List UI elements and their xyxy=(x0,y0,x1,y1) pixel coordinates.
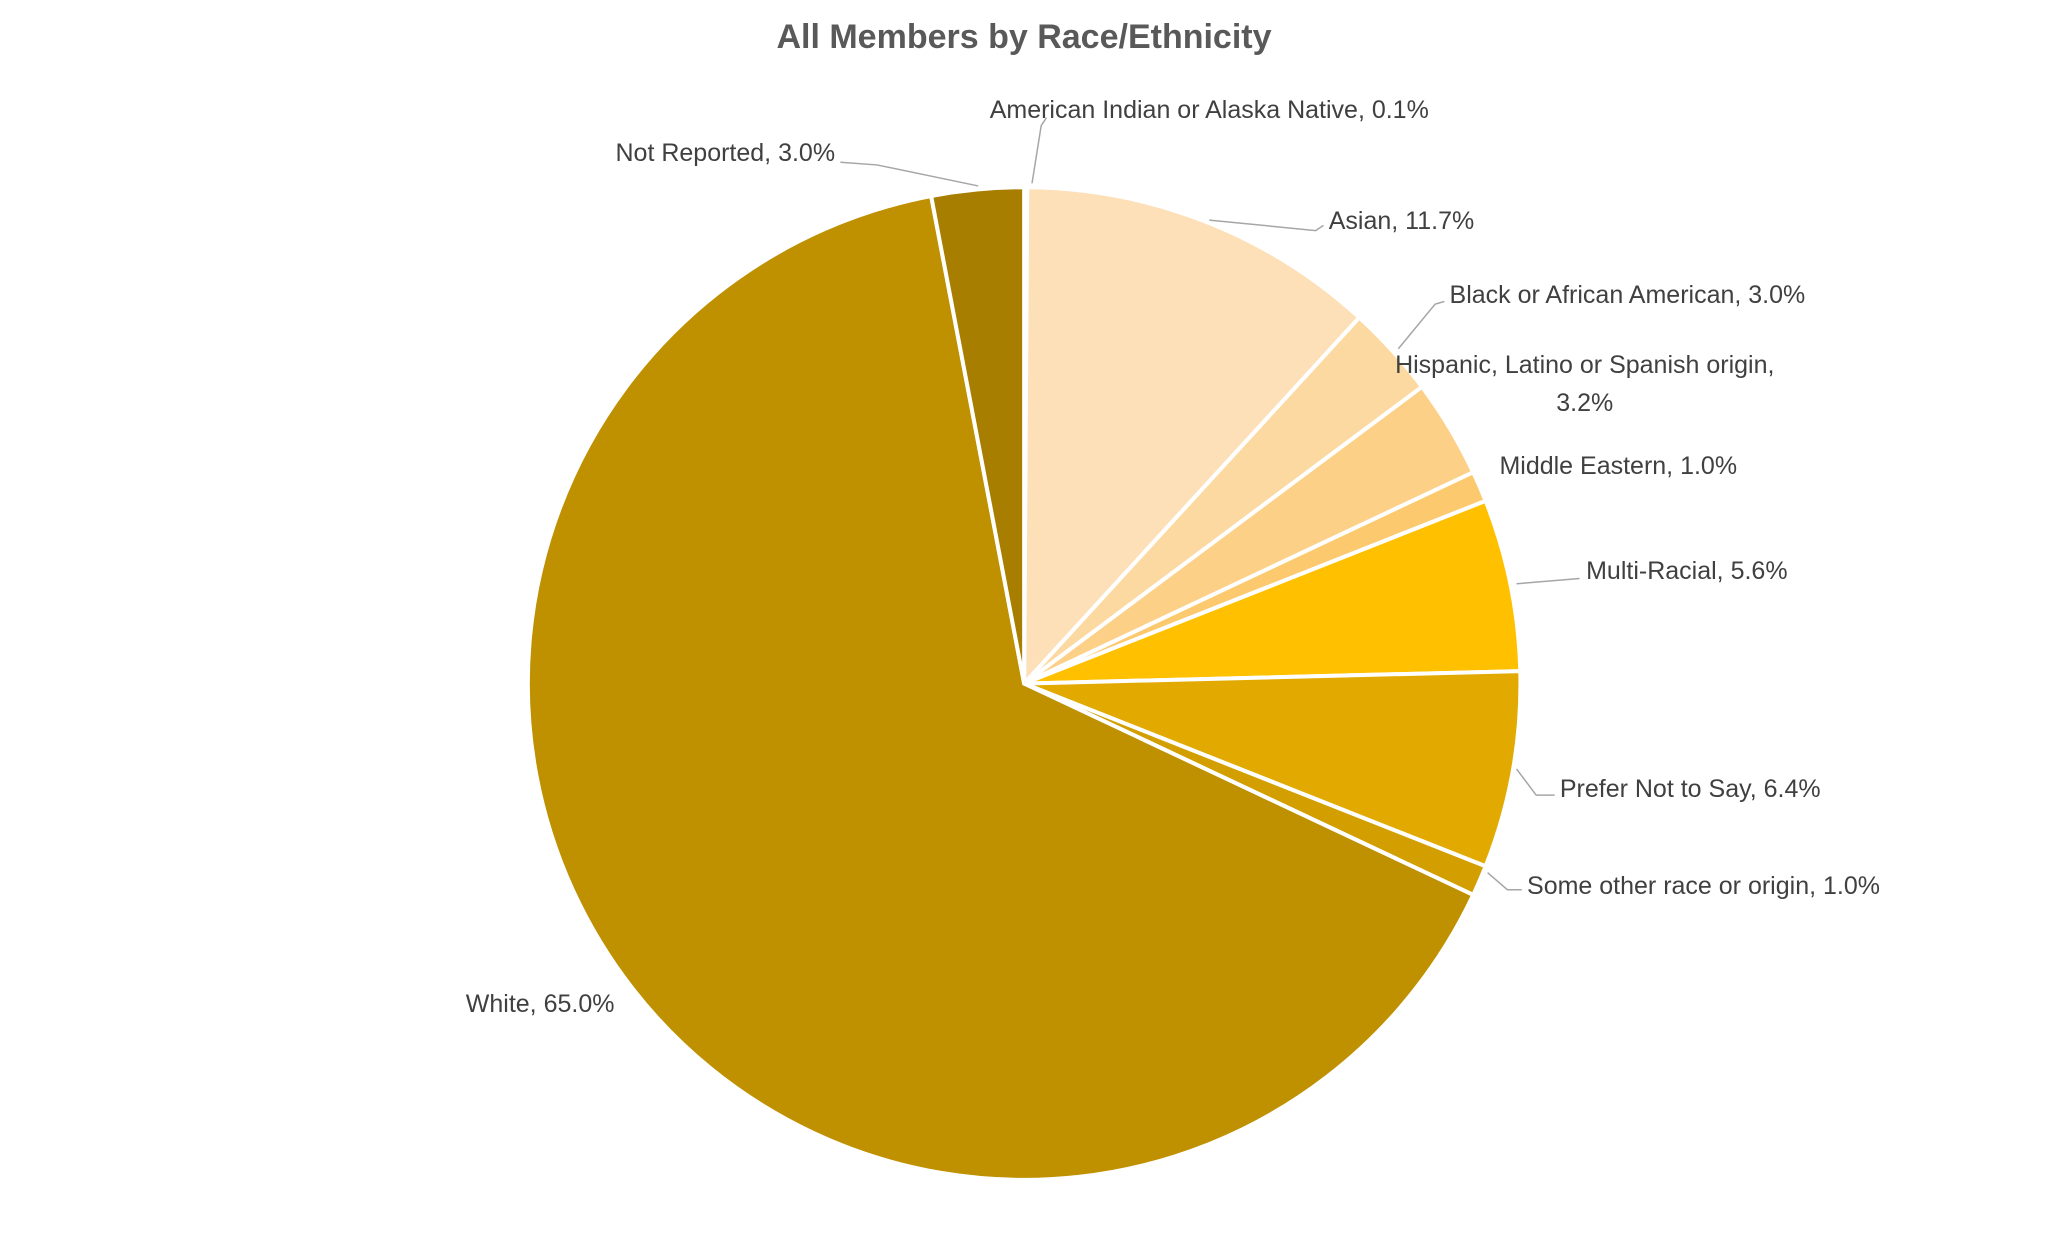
leader-line xyxy=(840,161,979,187)
data-label: American Indian or Alaska Native, 0.1% xyxy=(989,96,1429,125)
data-label: Multi-Racial, 5.6% xyxy=(1586,556,1788,585)
data-label: Some other race or origin, 1.0% xyxy=(1527,871,1880,900)
pie-slice xyxy=(1022,669,1523,869)
data-label: Not Reported, 3.0% xyxy=(615,139,836,168)
leader-line xyxy=(1516,577,1580,585)
data-label: Prefer Not to Say, 6.4% xyxy=(1559,774,1821,803)
pie-slice xyxy=(929,185,1027,686)
leader-line xyxy=(1487,872,1522,891)
data-label: Hispanic, Latino or Spanish origin, 3.2% xyxy=(1395,351,1775,418)
pie-slice xyxy=(525,194,1476,1182)
leader-line xyxy=(1031,117,1048,184)
leader-line xyxy=(1397,300,1445,350)
pie-slice xyxy=(1022,185,1362,686)
data-label: Asian, 11.7% xyxy=(1328,207,1475,236)
leader-line xyxy=(1209,219,1324,232)
chart-title: All Members by Race/Ethnicity xyxy=(776,18,1272,56)
data-label: White, 65.0% xyxy=(465,989,615,1018)
pie-slice xyxy=(1022,498,1523,686)
data-label: Black or African American, 3.0% xyxy=(1449,280,1806,309)
data-label: Middle Eastern, 1.0% xyxy=(1499,451,1738,480)
leader-line xyxy=(1515,768,1555,796)
